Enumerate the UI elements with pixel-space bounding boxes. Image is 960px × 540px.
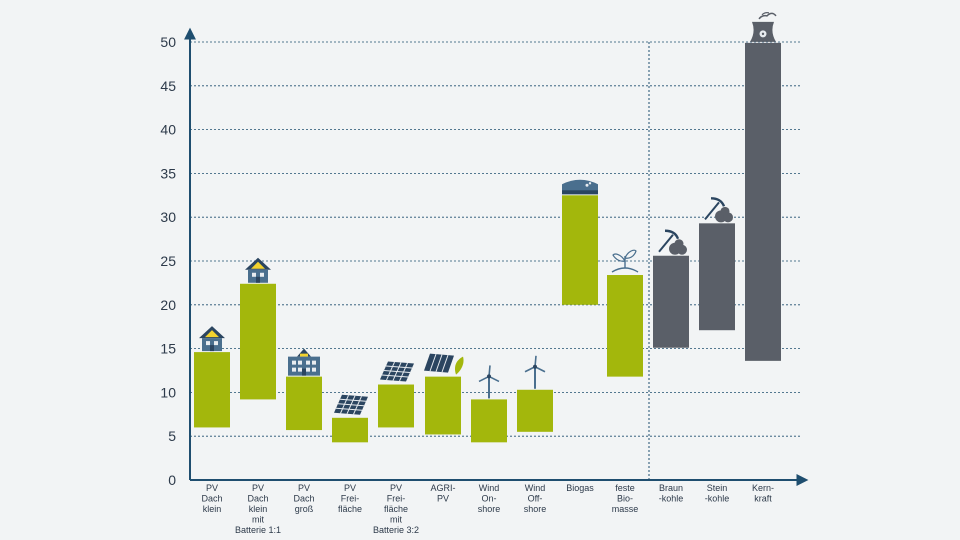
x-tick-label: Braun -kohle: [659, 483, 684, 504]
x-tick-label: PV Frei-fläche mit Batterie 3:2: [373, 483, 419, 535]
bar: [653, 255, 689, 348]
x-tick-labels: PV Dach klein PV Dach klein mit Batterie 1:1 PV D…: [201, 483, 774, 535]
building-icon: [288, 348, 320, 376]
bar: [471, 399, 507, 443]
x-tick-label: Biogas: [566, 483, 594, 493]
x-tick-label: Stein -kohle: [705, 483, 730, 504]
y-tick-label: 25: [160, 253, 176, 269]
y-tick-label: 30: [160, 209, 176, 225]
x-tick-label: Wind Off-shore: [524, 483, 547, 514]
biogas-tank-icon: [562, 179, 598, 195]
coal-pickaxe-icon: [704, 197, 733, 223]
wind-turbine-icon: [524, 355, 546, 389]
icons: [199, 12, 777, 415]
y-tick-label: 40: [160, 122, 176, 138]
y-tick-label: 50: [160, 34, 176, 50]
x-tick-label: PV Frei-fläche: [338, 483, 362, 514]
y-tick-label: 45: [160, 78, 176, 94]
bar: [240, 283, 276, 400]
y-tick-label: 10: [160, 384, 176, 400]
y-tick-label: 15: [160, 341, 176, 357]
coal-pickaxe-icon: [658, 229, 687, 255]
bar: [699, 223, 735, 331]
seedling-icon: [611, 249, 639, 273]
y-tick-label: 0: [168, 472, 176, 488]
bar: [562, 195, 598, 305]
bar: [194, 352, 230, 428]
solar-panel-icon: [334, 394, 368, 415]
bars: [194, 42, 781, 443]
bar: [286, 376, 322, 431]
house-small-icon: [245, 257, 271, 283]
x-tick-label: PV Dach klein mit Batterie 1:1: [235, 483, 281, 535]
house-small-icon: [199, 326, 225, 352]
x-tick-label: PV Dach klein: [201, 483, 222, 514]
x-tick-label: Wind On-shore: [478, 483, 501, 514]
wind-turbine-icon: [478, 365, 500, 399]
bar: [517, 389, 553, 432]
x-tick-label: AGRI-PV: [430, 483, 455, 504]
y-tick-label: 5: [168, 428, 176, 444]
bar: [425, 376, 461, 435]
agri-pv-icon: [424, 353, 464, 375]
bar: [332, 417, 368, 443]
bar: [607, 275, 643, 377]
x-tick-label: PV Dach groß: [293, 483, 314, 514]
y-tick-label: 20: [160, 297, 176, 313]
nuclear-plant-icon: [750, 12, 777, 42]
x-tick-label: feste Bio-masse: [612, 483, 639, 514]
bar: [378, 384, 414, 428]
x-tick-label: Kern-kraft: [752, 483, 774, 504]
bar: [745, 42, 781, 361]
y-tick-labels: 0 5 10 15 20 25 30 35 40 45 50: [160, 34, 176, 488]
y-tick-label: 35: [160, 165, 176, 181]
solar-panel-icon: [380, 361, 414, 382]
